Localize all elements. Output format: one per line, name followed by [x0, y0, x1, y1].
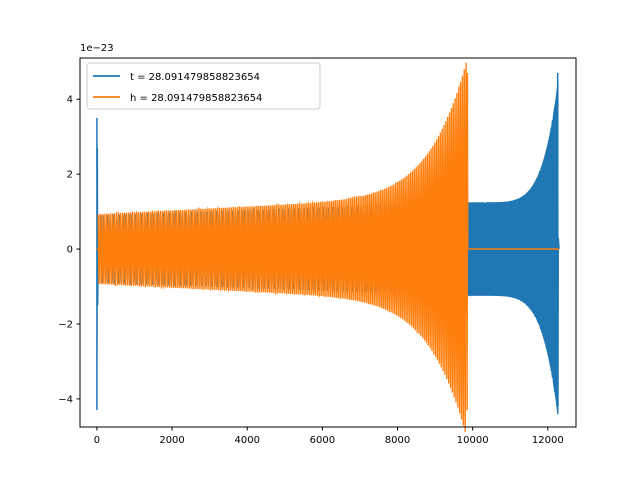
legend-box: [86, 62, 321, 110]
x-tick-label: 8000: [385, 435, 410, 446]
series-h-chirp: [97, 62, 468, 433]
y-tick-label: 4: [67, 95, 73, 106]
y-tick-label: −4: [58, 394, 73, 405]
y-offset-label: 1e−23: [80, 43, 114, 54]
x-tick-label: 12000: [532, 435, 564, 446]
series-h: [96, 62, 560, 433]
series-t-merger: [556, 72, 560, 407]
axes-frame: [79, 57, 577, 428]
legend-label-h: h = 28.091479858823654: [130, 93, 262, 104]
series-h-merger: [465, 72, 469, 411]
x-tick-label: 4000: [234, 435, 259, 446]
series-t-chirp: [467, 82, 559, 415]
x-tick-label: 10000: [457, 435, 489, 446]
series-t-start-spike: [96, 117, 100, 411]
y-tick-label: 0: [67, 245, 73, 256]
y-axis: −4 −2 0 2 4: [58, 95, 80, 405]
x-axis: 0 2000 4000 6000 8000 10000 12000: [94, 427, 564, 446]
legend: t = 28.091479858823654 h = 28.0914798588…: [86, 62, 321, 110]
y-tick-label: −2: [58, 319, 73, 330]
legend-label-t: t = 28.091479858823654: [130, 72, 260, 83]
x-tick-label: 0: [94, 435, 100, 446]
x-tick-label: 2000: [159, 435, 184, 446]
x-tick-label: 6000: [310, 435, 335, 446]
y-tick-label: 2: [67, 170, 73, 181]
